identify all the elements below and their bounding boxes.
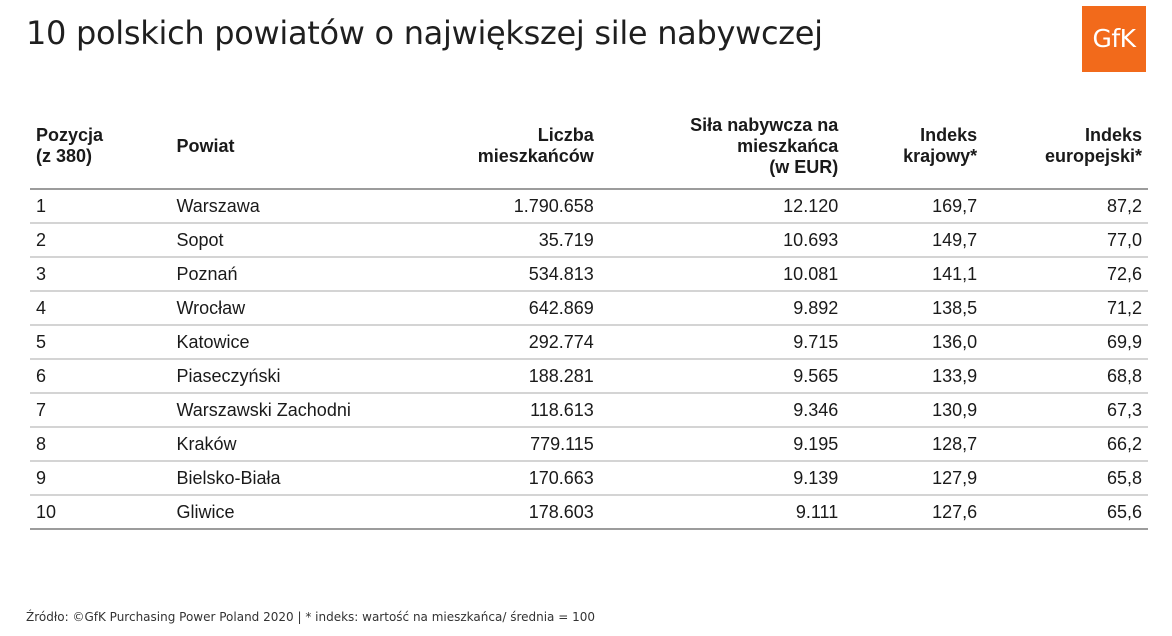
table-body: 1 Warszawa 1.790.658 12.120 169,7 87,2 2 Sopot 3… <box>30 189 1148 530</box>
cell-purchasing-power: 10.693 <box>599 223 845 258</box>
cell-european-index: 66,2 <box>983 427 1148 462</box>
table-row: 8 Kraków 779.115 9.195 128,7 66,2 <box>30 427 1148 462</box>
cell-european-index: 87,2 <box>983 189 1148 224</box>
gfk-logo: GfK <box>1082 6 1146 72</box>
cell-position: 9 <box>30 461 171 496</box>
cell-national-index: 138,5 <box>844 291 984 326</box>
cell-position: 4 <box>30 291 171 326</box>
cell-district: Katowice <box>170 325 410 360</box>
cell-population: 534.813 <box>409 257 600 292</box>
cell-national-index: 149,7 <box>844 223 984 258</box>
cell-purchasing-power: 9.565 <box>599 359 845 394</box>
cell-district: Sopot <box>170 223 410 258</box>
cell-population: 188.281 <box>409 359 600 394</box>
cell-population: 779.115 <box>409 427 600 462</box>
cell-district: Wrocław <box>170 291 410 326</box>
cell-district: Piaseczyński <box>170 359 410 394</box>
table-row: 9 Bielsko-Biała 170.663 9.139 127,9 65,8 <box>30 461 1148 496</box>
table-row: 7 Warszawski Zachodni 118.613 9.346 130,9 67,… <box>30 393 1148 428</box>
table-row: 1 Warszawa 1.790.658 12.120 169,7 87,2 <box>30 189 1148 224</box>
cell-position: 10 <box>30 495 171 530</box>
cell-position: 3 <box>30 257 171 292</box>
cell-purchasing-power: 9.346 <box>599 393 845 428</box>
cell-position: 2 <box>30 223 171 258</box>
cell-district: Warszawski Zachodni <box>170 393 410 428</box>
cell-position: 6 <box>30 359 171 394</box>
cell-european-index: 65,8 <box>983 461 1148 496</box>
cell-position: 5 <box>30 325 171 360</box>
cell-purchasing-power: 9.111 <box>599 495 845 530</box>
cell-national-index: 130,9 <box>844 393 984 428</box>
cell-district: Kraków <box>170 427 410 462</box>
table-row: 6 Piaseczyński 188.281 9.565 133,9 68,8 <box>30 359 1148 394</box>
header-national-index: Indeks krajowy* <box>844 110 984 190</box>
cell-national-index: 136,0 <box>844 325 984 360</box>
cell-european-index: 77,0 <box>983 223 1148 258</box>
cell-population: 1.790.658 <box>409 189 600 224</box>
cell-district: Gliwice <box>170 495 410 530</box>
cell-european-index: 68,8 <box>983 359 1148 394</box>
cell-district: Poznań <box>170 257 410 292</box>
cell-purchasing-power: 9.139 <box>599 461 845 496</box>
cell-population: 178.603 <box>409 495 600 530</box>
cell-population: 292.774 <box>409 325 600 360</box>
cell-position: 7 <box>30 393 171 428</box>
cell-national-index: 133,9 <box>844 359 984 394</box>
table-row: 5 Katowice 292.774 9.715 136,0 69,9 <box>30 325 1148 360</box>
cell-population: 642.869 <box>409 291 600 326</box>
cell-population: 170.663 <box>409 461 600 496</box>
cell-population: 35.719 <box>409 223 600 258</box>
cell-national-index: 127,6 <box>844 495 984 530</box>
cell-purchasing-power: 9.195 <box>599 427 845 462</box>
cell-european-index: 65,6 <box>983 495 1148 530</box>
cell-purchasing-power: 12.120 <box>599 189 845 224</box>
cell-position: 1 <box>30 189 171 224</box>
cell-position: 8 <box>30 427 171 462</box>
cell-district: Bielsko-Biała <box>170 461 410 496</box>
header-european-index: Indeks europejski* <box>983 110 1148 190</box>
cell-national-index: 128,7 <box>844 427 984 462</box>
table-row: 10 Gliwice 178.603 9.111 127,6 65,6 <box>30 495 1148 530</box>
header-purchasing-power: Siła nabywcza na mieszkańca (w EUR) <box>599 110 845 190</box>
header-district: Powiat <box>170 110 410 190</box>
cell-population: 118.613 <box>409 393 600 428</box>
cell-european-index: 71,2 <box>983 291 1148 326</box>
table-header-row: Pozycja (z 380) Powiat Liczba mieszkańcó… <box>30 110 1148 190</box>
cell-european-index: 72,6 <box>983 257 1148 292</box>
cell-purchasing-power: 10.081 <box>599 257 845 292</box>
cell-european-index: 67,3 <box>983 393 1148 428</box>
source-footnote: Źródło: ©GfK Purchasing Power Poland 202… <box>26 610 595 624</box>
ranking-table: Pozycja (z 380) Powiat Liczba mieszkańcó… <box>30 110 1148 530</box>
table-row: 2 Sopot 35.719 10.693 149,7 77,0 <box>30 223 1148 258</box>
header-population: Liczba mieszkańców <box>409 110 600 190</box>
table-row: 3 Poznań 534.813 10.081 141,1 72,6 <box>30 257 1148 292</box>
cell-district: Warszawa <box>170 189 410 224</box>
table-row: 4 Wrocław 642.869 9.892 138,5 71,2 <box>30 291 1148 326</box>
cell-purchasing-power: 9.892 <box>599 291 845 326</box>
cell-european-index: 69,9 <box>983 325 1148 360</box>
cell-national-index: 141,1 <box>844 257 984 292</box>
header-position: Pozycja (z 380) <box>30 110 171 190</box>
cell-national-index: 169,7 <box>844 189 984 224</box>
cell-national-index: 127,9 <box>844 461 984 496</box>
page-title: 10 polskich powiatów o największej sile … <box>26 14 823 52</box>
cell-purchasing-power: 9.715 <box>599 325 845 360</box>
